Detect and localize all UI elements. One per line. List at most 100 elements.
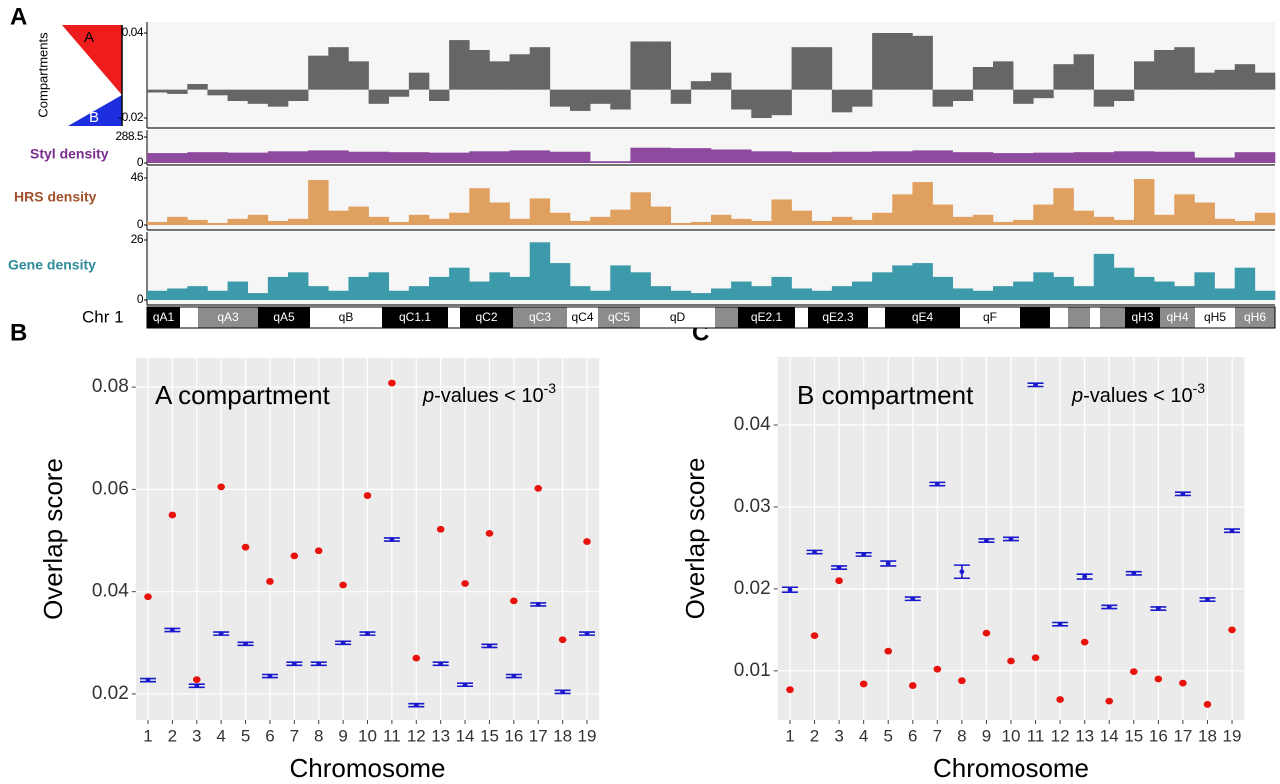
observed-point [884,647,893,655]
x-tick-label: 12 [1051,726,1070,745]
track-bar [872,272,893,300]
x-tick-label: 14 [1100,726,1119,745]
key-b-triangle [68,95,122,126]
track-bar [1214,288,1236,300]
key-b-label: B [89,109,99,126]
track-bar [952,288,974,300]
mean-point [1082,574,1088,580]
track-bar [630,41,651,90]
track-bar [630,192,651,225]
track-bar [811,47,833,90]
track-bar [308,180,329,225]
mean-point [462,682,468,688]
chromosome-band [960,307,1020,328]
chromosome-band [738,307,795,328]
chromosome-label: Chr 1 [82,307,124,326]
track-bar [791,152,833,163]
observed-point [510,597,518,605]
observed-point [908,682,917,689]
x-tick-label: 1 [143,726,152,745]
mean-point [959,569,965,575]
track-bar [1174,194,1195,225]
track-bar [1013,281,1034,300]
x-tick-label: 15 [1124,726,1143,745]
mean-point [584,631,590,636]
track-bar [469,281,490,300]
track-bar [972,290,994,300]
chromosome-band [640,307,715,328]
track-bar [771,276,792,300]
y-tick-label: 26 [131,232,144,246]
mean-point [934,481,940,487]
mean-point [243,641,248,647]
track-bar [610,89,631,110]
observed-point [1080,638,1089,646]
x-tick-label: 1 [785,726,794,745]
track-bar [1234,152,1276,163]
track-bar [388,152,430,163]
track-bar [267,276,289,300]
track-bar [852,281,873,300]
track-bar [1093,253,1115,300]
track-bar [549,89,571,107]
track-bar [1053,276,1074,300]
x-tick-label: 18 [553,726,572,745]
track-bar [872,212,893,225]
track-bar [469,50,490,90]
track-bar [1053,188,1074,225]
track-bar [388,290,410,300]
track-bar [1113,151,1155,163]
track-bar [509,150,551,163]
panel-label: A [10,3,27,30]
track-bar [348,151,390,163]
track-bar [872,151,913,163]
x-tick-label: 19 [578,726,597,745]
x-tick-label: 11 [1027,726,1045,745]
chromosome-band [808,307,868,328]
chromosome-band [1020,307,1050,328]
track-bar [1033,152,1074,163]
track-bar [368,89,390,104]
y-tick-label: 0.02 [92,683,129,704]
mean-point [365,631,370,636]
track-bar [731,281,752,300]
observed-point [810,632,819,640]
x-tick-label: 4 [859,726,868,745]
observed-point [266,578,274,585]
mean-point [389,537,395,542]
mean-point [861,552,867,557]
annotation-text: -values < 10 [1083,385,1193,407]
track-bar [831,151,873,163]
track-bar [1214,218,1236,225]
track-label: Styl density [30,146,109,162]
track-bar [247,293,269,300]
key-title: Compartments [35,32,50,118]
track-bar [509,276,531,300]
band-label: qA3 [217,310,239,324]
track-bar [751,151,792,163]
track-bar [570,286,591,300]
annotation: p-values < 10-3 [1071,380,1205,408]
mean-point [413,702,419,708]
observed-point [1105,697,1114,705]
track-bar [731,89,752,110]
track-bar [972,67,994,90]
track-bar [630,147,672,163]
track-bar [509,218,531,225]
x-tick-label: 18 [1198,726,1217,745]
y-tick-label: 0.08 [92,376,129,397]
y-tick-label: 288.5 [115,129,143,143]
track-bar [1073,54,1095,90]
track-bar [529,198,551,225]
chromosome-band [1050,307,1068,328]
track-bar [972,214,994,225]
track-bar [408,72,430,90]
track-bar [1093,89,1115,107]
chromosome-band [1235,307,1275,328]
band-label: qH5 [1204,310,1226,324]
track-bar [912,182,933,225]
mean-point [1057,621,1063,627]
track-bar [1013,89,1034,104]
observed-point [583,538,591,545]
track-bar [670,89,692,104]
